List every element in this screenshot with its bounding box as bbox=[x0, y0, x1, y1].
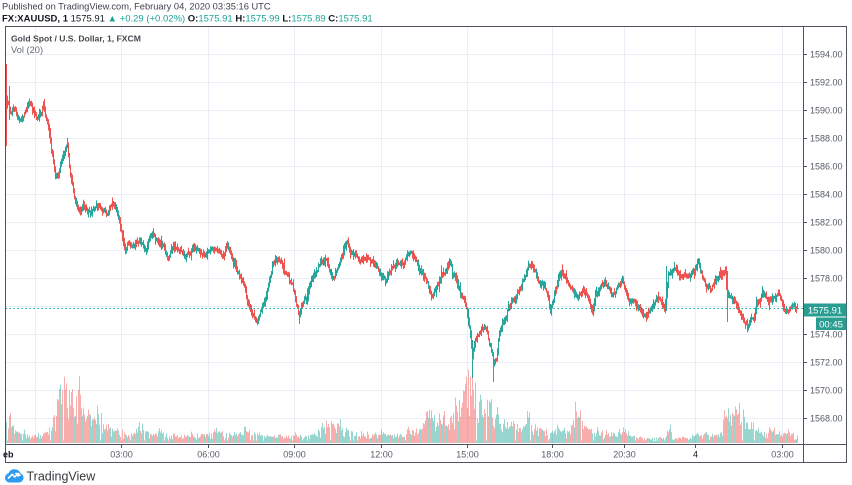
svg-text:1590.00: 1590.00 bbox=[810, 106, 843, 116]
svg-text:Published on TradingView.com,: Published on TradingView.com, February 0… bbox=[2, 2, 271, 12]
svg-text:20:30: 20:30 bbox=[613, 450, 636, 460]
svg-text:18:00: 18:00 bbox=[541, 450, 564, 460]
svg-text:1594.00: 1594.00 bbox=[810, 50, 843, 60]
svg-text:03:00: 03:00 bbox=[771, 450, 794, 460]
svg-text:1572.00: 1572.00 bbox=[810, 358, 843, 368]
svg-text:09:00: 09:00 bbox=[283, 450, 306, 460]
svg-text:1586.00: 1586.00 bbox=[810, 162, 843, 172]
svg-text:1575.91: 1575.91 bbox=[808, 306, 842, 317]
svg-text:TradingView: TradingView bbox=[27, 470, 97, 484]
svg-text:eb: eb bbox=[3, 450, 14, 460]
svg-text:1588.00: 1588.00 bbox=[810, 134, 843, 144]
svg-text:FX:XAUUSD, 1 1575.91 ▲ +0.29 (: FX:XAUUSD, 1 1575.91 ▲ +0.29 (+0.02%) O:… bbox=[2, 14, 373, 25]
svg-text:1570.00: 1570.00 bbox=[810, 386, 843, 396]
svg-text:12:00: 12:00 bbox=[370, 450, 393, 460]
svg-text:4: 4 bbox=[693, 450, 698, 460]
svg-text:Vol (20): Vol (20) bbox=[11, 45, 43, 55]
svg-text:1582.00: 1582.00 bbox=[810, 218, 843, 228]
svg-text:06:00: 06:00 bbox=[197, 450, 220, 460]
svg-text:1580.00: 1580.00 bbox=[810, 246, 843, 256]
svg-text:1568.00: 1568.00 bbox=[810, 414, 843, 424]
svg-text:1574.00: 1574.00 bbox=[810, 330, 843, 340]
svg-text:Gold Spot / U.S. Dollar, 1, FX: Gold Spot / U.S. Dollar, 1, FXCM bbox=[11, 34, 141, 44]
svg-text:1578.00: 1578.00 bbox=[810, 274, 843, 284]
svg-text:1584.00: 1584.00 bbox=[810, 190, 843, 200]
svg-text:1592.00: 1592.00 bbox=[810, 78, 843, 88]
svg-text:03:00: 03:00 bbox=[110, 450, 133, 460]
svg-text:00:45: 00:45 bbox=[819, 319, 843, 330]
svg-text:15:00: 15:00 bbox=[456, 450, 479, 460]
